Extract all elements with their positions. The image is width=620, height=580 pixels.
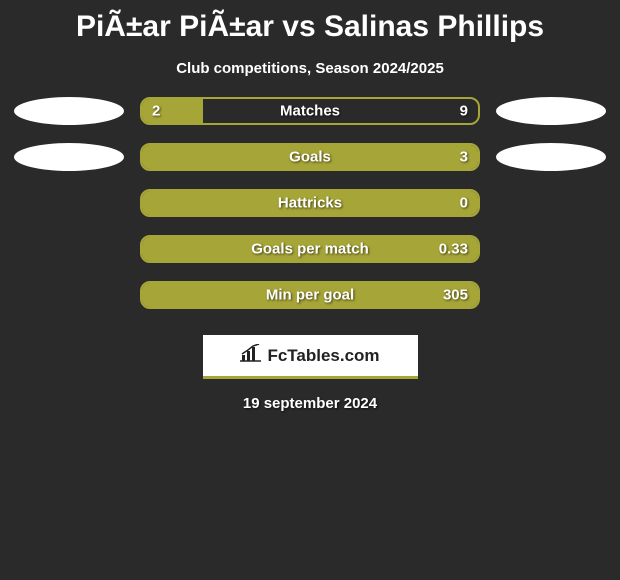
- stat-row: Min per goal 305: [14, 281, 606, 309]
- spacer: [496, 235, 606, 263]
- stat-bar: Goals per match 0.33: [140, 235, 480, 263]
- stat-bar: Min per goal 305: [140, 281, 480, 309]
- bar-chart-icon: [240, 344, 261, 367]
- stat-row: 2 Matches 9: [14, 97, 606, 125]
- stat-value-left: 2: [152, 103, 160, 120]
- spacer: [14, 189, 124, 217]
- spacer: [14, 235, 124, 263]
- stat-label: Matches: [280, 103, 340, 120]
- spacer: [496, 281, 606, 309]
- stat-label: Goals per match: [251, 241, 369, 258]
- stat-bar: Goals 3: [140, 143, 480, 171]
- player-left-ellipse: [14, 143, 124, 171]
- date-label: 19 september 2024: [243, 395, 377, 412]
- player-right-ellipse: [496, 97, 606, 125]
- player-right-ellipse: [496, 143, 606, 171]
- stat-label: Hattricks: [278, 195, 342, 212]
- spacer: [14, 281, 124, 309]
- brand-label: FcTables.com: [267, 346, 379, 366]
- stat-label: Goals: [289, 149, 331, 166]
- stats-area: 2 Matches 9 Goals 3 Hattricks 0 Goals per match…: [14, 77, 606, 309]
- page-title: PiÃ±ar PiÃ±ar vs Salinas Phillips: [76, 10, 544, 44]
- stat-value-right: 305: [443, 287, 468, 304]
- stat-label: Min per goal: [266, 287, 354, 304]
- stat-bar: 2 Matches 9: [140, 97, 480, 125]
- infographic-container: PiÃ±ar PiÃ±ar vs Salinas Phillips Club c…: [0, 0, 620, 412]
- stat-value-right: 9: [460, 103, 468, 120]
- stat-value-right: 0.33: [439, 241, 468, 258]
- stat-row: Goals per match 0.33: [14, 235, 606, 263]
- stat-row: Goals 3: [14, 143, 606, 171]
- stat-bar: Hattricks 0: [140, 189, 480, 217]
- stat-row: Hattricks 0: [14, 189, 606, 217]
- player-left-ellipse: [14, 97, 124, 125]
- spacer: [496, 189, 606, 217]
- stat-value-right: 0: [460, 195, 468, 212]
- stat-value-right: 3: [460, 149, 468, 166]
- page-subtitle: Club competitions, Season 2024/2025: [176, 60, 444, 77]
- brand-badge[interactable]: FcTables.com: [203, 335, 418, 379]
